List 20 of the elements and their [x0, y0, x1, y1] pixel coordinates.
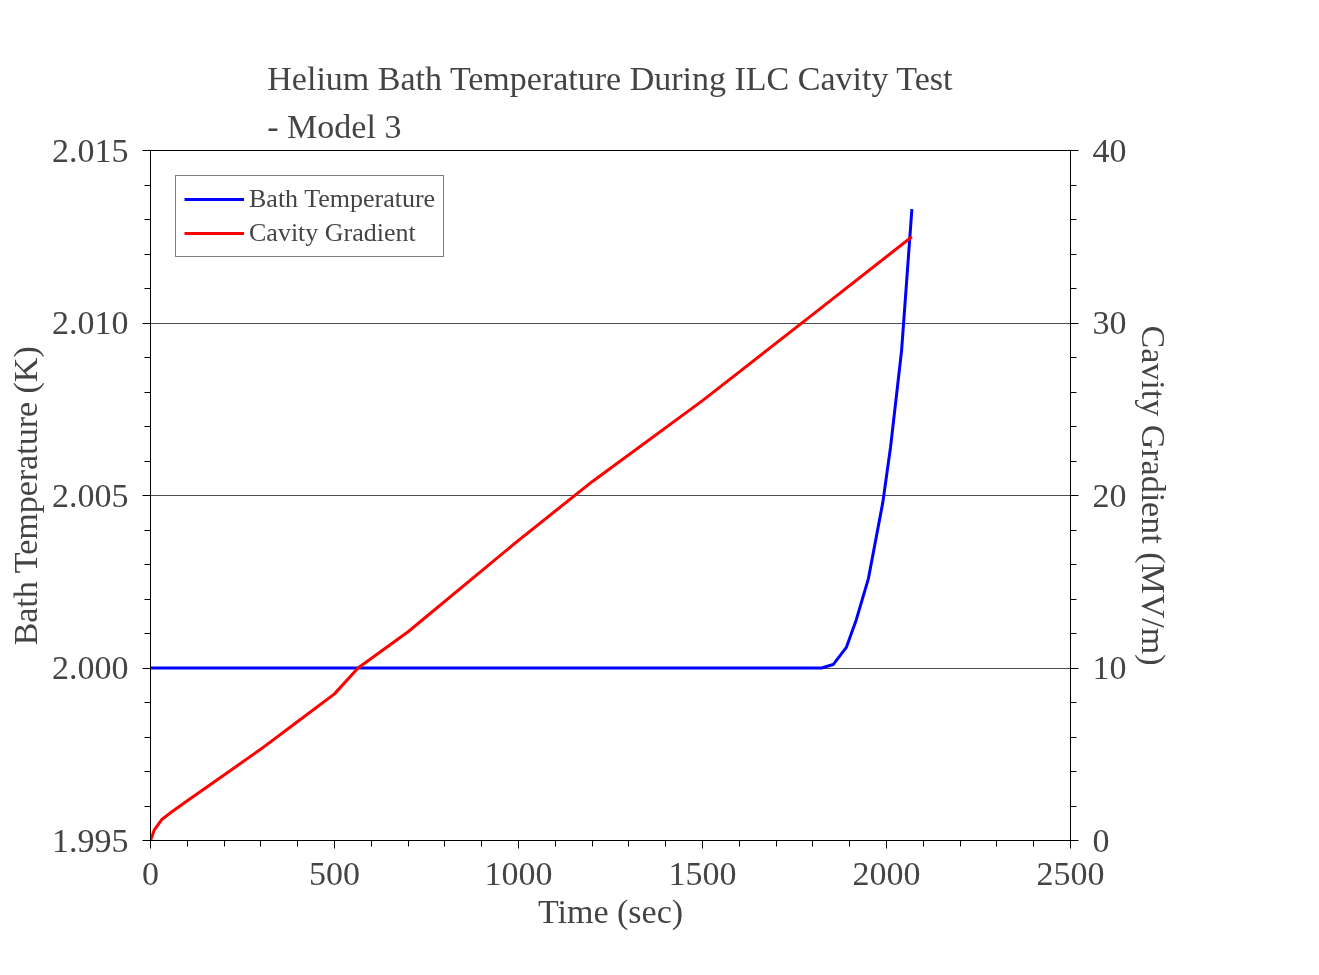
x-tick-label: 500	[309, 854, 360, 892]
y-tick-label: 1.995	[52, 821, 129, 859]
y2-tick-label: 30	[1092, 304, 1127, 341]
y2-tick-label: 10	[1092, 649, 1127, 686]
x-axis-title: Time (sec)	[537, 892, 684, 931]
y-tick-label: 2.015	[52, 131, 129, 169]
y2-axis-title: Cavity Gradient (MV/m)	[1133, 325, 1172, 666]
chart-title: Helium Bath Temperature During ILC Cavity Test - Model 3	[267, 60, 954, 146]
y-tick-label: 2.000	[52, 649, 129, 686]
x-tick-label: 2000	[852, 854, 921, 892]
x-tick-label: 0	[142, 854, 159, 892]
y-tick-label: 2.005	[52, 476, 129, 514]
legend-label: Cavity Gradient	[249, 218, 416, 248]
legend-label: Bath Temperature	[249, 184, 436, 214]
y2-tick-label: 40	[1092, 131, 1127, 169]
x-tick-label: 1500	[668, 854, 737, 892]
y-axis-title: Bath Temperature (K)	[7, 346, 45, 646]
y-tick-label: 2.010	[52, 304, 129, 341]
y2-tick-label: 20	[1092, 476, 1127, 514]
x-tick-label: 1000	[484, 854, 553, 892]
